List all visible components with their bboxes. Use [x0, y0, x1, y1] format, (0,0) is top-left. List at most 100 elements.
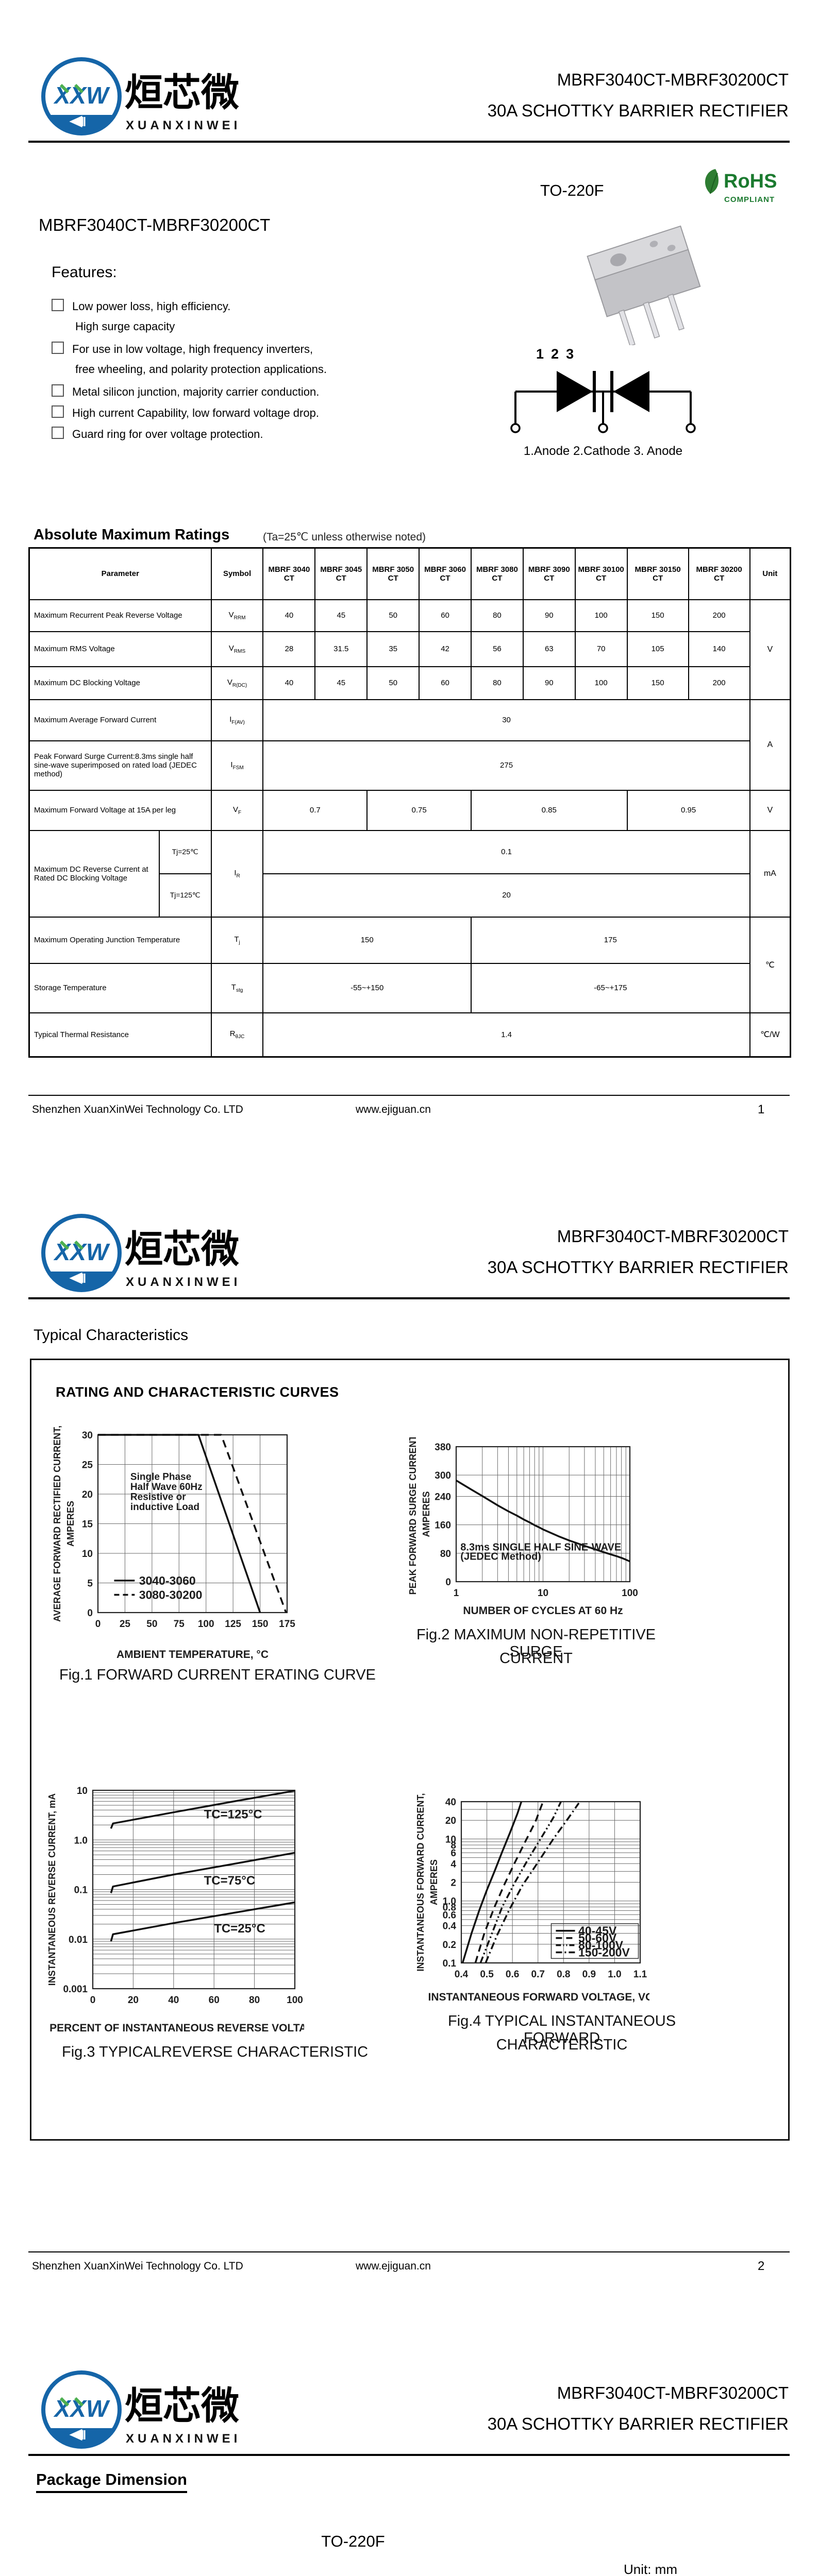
terminal-1-icon — [510, 423, 521, 433]
col-product: MBRF 30200 CT — [688, 547, 750, 600]
plot-border — [92, 1789, 296, 1990]
x-tick-label: 0.5 — [480, 1969, 494, 1980]
fig2-caption-line1: Fig.2 MAXIMUM NON-REPETITIVE SURGE — [416, 1626, 656, 1660]
value-cell: 30 — [262, 699, 750, 741]
x-tick-label: 10 — [538, 1588, 548, 1599]
feature-item: High surge capacity — [52, 320, 175, 337]
series-80-100V — [479, 1801, 562, 1963]
y-tick-label: 300 — [435, 1470, 451, 1481]
symbol-cell: IF(AV) — [210, 699, 264, 741]
param-cell: Maximum RMS Voltage — [28, 631, 212, 667]
y-tick-label: 8 — [450, 1840, 456, 1851]
legend-label: 80-100V — [578, 1939, 624, 1952]
y-tick-label: 0.4 — [443, 1921, 457, 1932]
y-axis-label: INSTANTANEOUS REVERSE CURRENT, mA — [47, 1793, 57, 1986]
y-tick-label: 40 — [445, 1797, 456, 1808]
value-cell: 50 — [366, 666, 420, 700]
part-range-heading: MBRF3040CT-MBRF30200CT — [39, 215, 271, 234]
feature-text: free wheeling, and polarity protection a… — [75, 363, 327, 376]
logo-cn-text: 烜芯微 — [125, 1228, 239, 1270]
series-TC=25C — [110, 1901, 295, 1942]
value-cell: 70 — [574, 631, 628, 667]
x-axis-label: INSTANTANEOUS FORWARD VOLTAGE, VOLTS — [428, 1991, 650, 2003]
y-tick-label: 2 — [450, 1878, 456, 1889]
annotation: inductive Load — [130, 1502, 199, 1513]
table-row: Maximum Recurrent Peak Reverse Voltage V… — [28, 599, 791, 700]
col-product: MBRF 3040 CT — [262, 547, 316, 600]
doc-title-1: MBRF3040CT-MBRF30200CT — [557, 70, 789, 89]
amr-title: Absolute Maximum Ratings — [34, 527, 230, 543]
y-tick-label: 10 — [445, 1834, 456, 1845]
logo-green-accent2-icon — [74, 83, 84, 94]
x-tick-label: 175 — [279, 1619, 295, 1630]
fig2-surge-chart: 1 10 100 0 80 160 240 300 380 8.3ms SINGLE HALF S… — [408, 1437, 638, 1617]
diode-schematic — [510, 371, 696, 433]
value-cell: 150 — [626, 599, 689, 632]
symbol-cell: VRMS — [210, 631, 264, 667]
logo-cn-text: 烜芯微 — [125, 2384, 239, 2427]
checkbox-icon — [52, 405, 64, 418]
table-header-row: Parameter Symbol MBRF 3040 CT MBRF 3045 … — [28, 547, 791, 600]
footer-company: Shenzhen XuanXinWei Technology Co. LTD — [32, 1104, 243, 1115]
annotation: (JEDEC Method) — [460, 1551, 541, 1562]
logo-green-accent2-icon — [74, 1240, 84, 1250]
curves-box-title: RATING AND CHARACTERISTIC CURVES — [56, 1384, 339, 1400]
value-cell: 40 — [262, 666, 316, 700]
annotation: TC=25°C — [214, 1922, 265, 1936]
logo-diode-icon — [69, 1272, 86, 1284]
fig1-derating-chart: 0 25 50 75 100 125 150 175 0 5 10 15 20 25 30 Single Ph… — [52, 1426, 295, 1660]
x-tick-label: 0 — [95, 1619, 101, 1630]
table-row: Maximum Operating Junction Temperature T… — [28, 916, 791, 1013]
value-cell: 60 — [419, 599, 472, 632]
unit-cell: mA — [749, 829, 791, 918]
package-name: TO-220F — [540, 181, 604, 199]
symbol-cell: Tj — [210, 916, 264, 964]
x-tick-label: 0.8 — [557, 1969, 570, 1980]
col-product: MBRF 30100 CT — [574, 547, 628, 600]
table-row: Tj=125℃ 20 — [29, 873, 791, 918]
value-cell: 40 — [262, 599, 316, 632]
package-3d-image — [587, 225, 701, 345]
value-cell: 200 — [688, 599, 750, 632]
checkbox-icon — [52, 427, 64, 439]
annotation: Resistive or — [130, 1492, 186, 1503]
param-cell: Maximum DC Blocking Voltage — [28, 666, 212, 700]
rohs-logo: RoHS COMPLIANT — [705, 169, 777, 204]
condition-cell: Tj=25℃ — [158, 829, 212, 874]
package-name: TO-220F — [321, 2532, 385, 2550]
annotation: Single Phase — [130, 1471, 191, 1482]
footer-rule — [28, 1095, 790, 1096]
legend-box — [550, 1923, 639, 1959]
footer-company: Shenzhen XuanXinWei Technology Co. LTD — [32, 2260, 243, 2272]
y-tick-label: 80 — [440, 1549, 451, 1560]
value-cell: 42 — [419, 631, 472, 667]
feature-text: Guard ring for over voltage protection. — [72, 428, 263, 440]
y-tick-label: 20 — [445, 1816, 456, 1826]
section-title: Package Dimension — [36, 2470, 187, 2493]
checkbox-icon — [52, 299, 64, 311]
symbol-cell: RθJC — [210, 1012, 264, 1058]
feature-item: free wheeling, and polarity protection a… — [52, 363, 327, 380]
logo-green-accent2-icon — [74, 2397, 84, 2407]
logo-en-text: XUANXINWEI — [126, 118, 241, 132]
x-tick-label: 0.6 — [506, 1969, 519, 1980]
value-cell: -55~+150 — [262, 962, 472, 1013]
amr-note: (Ta=25℃ unless otherwise noted) — [263, 531, 426, 543]
x-tick-label: 100 — [287, 1995, 303, 2006]
rohs-text: RoHS — [724, 171, 777, 192]
param-cell: Typical Thermal Resistance — [28, 1012, 212, 1058]
x-tick-label: 100 — [198, 1619, 214, 1630]
value-cell: 100 — [574, 666, 628, 700]
legend-label: 3040-3060 — [139, 1574, 196, 1587]
fig2-caption-line2: CURRENT — [499, 1650, 573, 1667]
unit-cell: V — [749, 599, 791, 700]
company-logo: XXW 烜芯微 XUANXINWEI — [41, 2370, 239, 2449]
x-tick-label: 150 — [252, 1619, 269, 1630]
footer-page-number: 1 — [758, 1103, 765, 1116]
plot-border — [460, 1801, 641, 1964]
feature-text: Metal silicon junction, majority carrier… — [72, 385, 320, 398]
footer-page-number: 2 — [758, 2259, 765, 2273]
x-axis-label: AMBIENT TEMPERATURE, °C — [116, 1649, 269, 1660]
value-cell: 175 — [470, 916, 750, 964]
unit-cell: ℃/W — [749, 1012, 791, 1058]
